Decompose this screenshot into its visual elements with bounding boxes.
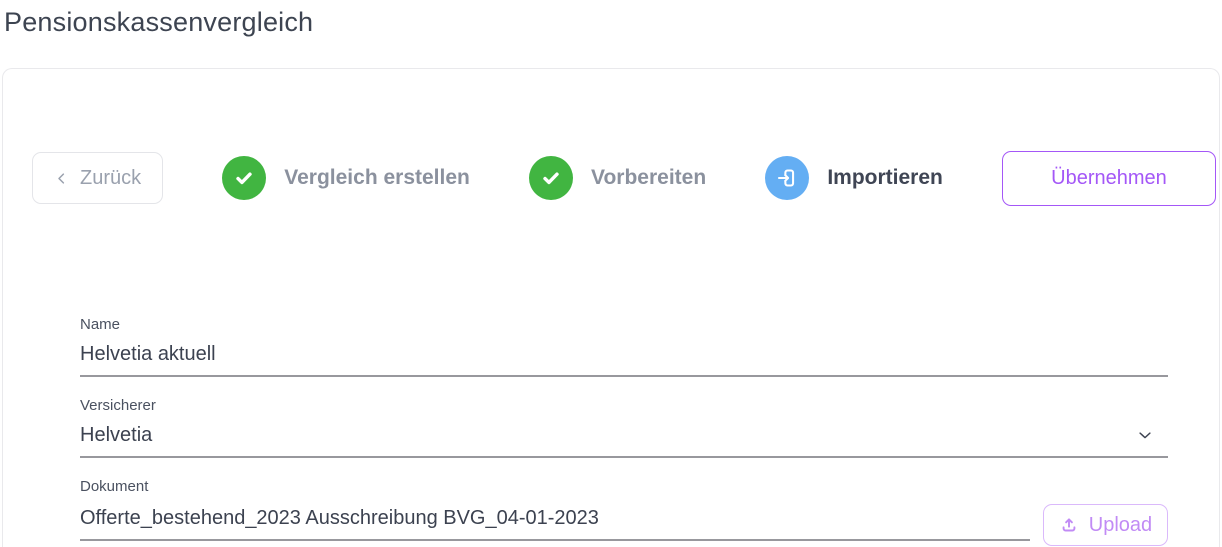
dokument-input[interactable]: Offerte_bestehend_2023 Ausschreibung BVG… <box>80 506 1030 541</box>
apply-button[interactable]: Übernehmen <box>1001 150 1216 206</box>
name-input-value: Helvetia aktuell <box>80 343 216 365</box>
step-vergleich-erstellen[interactable]: Vergleich erstellen <box>222 156 470 200</box>
chevron-down-icon[interactable] <box>1136 426 1154 444</box>
name-field-label: Name <box>80 316 121 333</box>
upload-icon <box>1059 515 1079 535</box>
versicherer-select[interactable]: Helvetia <box>80 423 1168 458</box>
upload-button[interactable]: Upload <box>1043 504 1168 546</box>
versicherer-field-label: Versicherer <box>80 397 156 414</box>
stepper: Zurück Vergleich erstellen Vorbereiten <box>32 150 1216 206</box>
step-importieren[interactable]: Importieren <box>765 156 943 200</box>
page-title: Pensionskassenvergleich <box>4 7 314 37</box>
check-circle-icon <box>222 156 267 200</box>
back-button[interactable]: Zurück <box>32 152 164 204</box>
dokument-input-value: Offerte_bestehend_2023 Ausschreibung BVG… <box>80 507 599 529</box>
name-input[interactable]: Helvetia aktuell <box>80 342 1168 377</box>
step-label: Importieren <box>827 166 943 189</box>
dokument-field-label: Dokument <box>80 478 149 495</box>
upload-button-label: Upload <box>1088 513 1153 536</box>
versicherer-select-value: Helvetia <box>80 424 153 446</box>
step-label: Vorbereiten <box>591 166 707 189</box>
dokument-field: Dokument Offerte_bestehend_2023 Ausschre… <box>80 478 1168 546</box>
versicherer-field: Versicherer Helvetia <box>80 397 1168 458</box>
document-import-icon <box>765 156 810 200</box>
step-label: Vergleich erstellen <box>284 166 470 189</box>
name-field: Name Helvetia aktuell <box>80 316 1168 377</box>
dokument-row: Offerte_bestehend_2023 Ausschreibung BVG… <box>80 504 1168 546</box>
step-vorbereiten[interactable]: Vorbereiten <box>529 156 706 200</box>
content-card <box>2 68 1220 547</box>
check-circle-icon <box>529 156 574 200</box>
back-button-label: Zurück <box>80 166 142 189</box>
chevron-left-icon <box>54 171 69 186</box>
